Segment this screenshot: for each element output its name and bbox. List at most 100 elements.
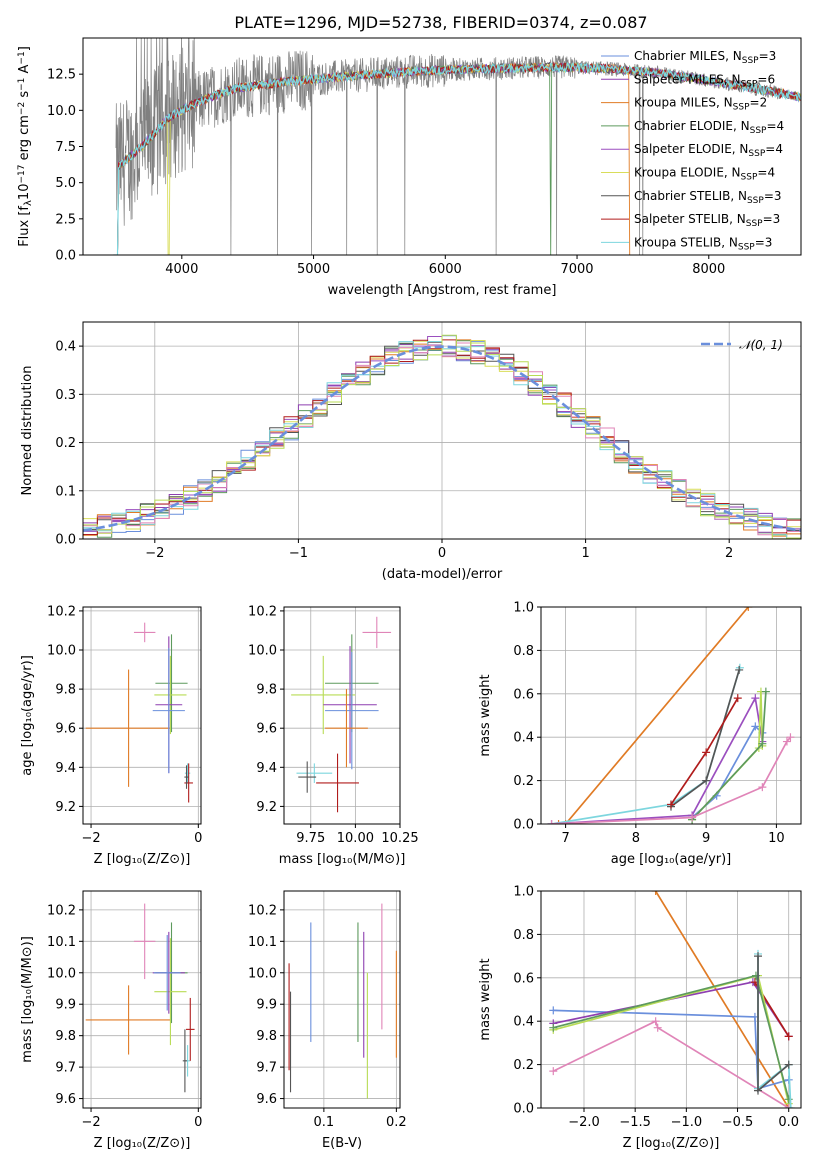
x-tick-label: −2.0 bbox=[568, 1115, 600, 1130]
weight-marker bbox=[547, 820, 556, 824]
y-tick-label: 10.0 bbox=[47, 966, 76, 981]
y-tick-label: 0.0 bbox=[513, 818, 534, 833]
y-tick-label: 10.2 bbox=[248, 604, 277, 619]
x-tick-label: 5000 bbox=[297, 262, 330, 277]
y-tick-label: 9.2 bbox=[55, 800, 76, 815]
legend-entry: Kroupa STELIB, NSSP=3 bbox=[634, 235, 772, 252]
y-tick-label: 9.8 bbox=[55, 683, 76, 698]
y-tick-label: 2.5 bbox=[55, 212, 76, 227]
weight-marker bbox=[784, 1032, 793, 1041]
axes-frame bbox=[540, 890, 802, 1109]
weight-marker bbox=[653, 1023, 662, 1032]
panel-spectrum: Chabrier MILES, NSSP=3 Salpeter MILES, NS… bbox=[17, 37, 802, 298]
weight-marker bbox=[784, 1104, 793, 1108]
weight-marker bbox=[786, 733, 795, 742]
y-tick-label: 9.8 bbox=[256, 1029, 277, 1044]
weight-marker bbox=[554, 820, 563, 824]
axes-frame bbox=[540, 606, 802, 825]
y-tick-label: 0.2 bbox=[513, 1058, 534, 1073]
panel-weight_vs_Z: −2.0 −1.5 −1.0 −0.5 0.0 0.0 0.2 0.4 0.6 0.8 1.0 Z [… bbox=[478, 885, 802, 1151]
axes-frame bbox=[82, 606, 202, 825]
x-tick-label: −0.5 bbox=[722, 1115, 754, 1130]
y-axis-label: Flux [fλ10−17 erg cm−2 s−1 A−1] bbox=[17, 46, 34, 247]
legend-entry: Salpeter STELIB, NSSP=3 bbox=[634, 212, 780, 229]
panel-age_vs_Z: −2 0 9.2 9.4 9.6 9.8 10.0 10.2 Z [log₁₀(Z/Z⊙)] ag… bbox=[20, 604, 202, 867]
y-tick-label: 0.4 bbox=[513, 731, 534, 746]
x-tick-label: −2 bbox=[145, 546, 164, 561]
y-tick-label: 10.2 bbox=[47, 903, 76, 918]
x-tick-label: 0.2 bbox=[386, 1115, 407, 1130]
weight-marker bbox=[651, 1017, 660, 1026]
weight-marker bbox=[735, 665, 744, 674]
panel-age_vs_mass: 9.75 10.00 10.25 9.2 9.4 9.6 9.8 10.0 10.2 mass [… bbox=[248, 604, 419, 867]
x-tick-label: 0 bbox=[194, 1115, 202, 1130]
x-tick-label: 2 bbox=[725, 546, 733, 561]
weight-marker bbox=[784, 1060, 793, 1069]
x-axis-label: Z [log₁₀(Z/Z⊙)] bbox=[94, 1136, 191, 1151]
weight-marker bbox=[702, 776, 711, 785]
x-axis-label: Z [log₁₀(Z/Z⊙)] bbox=[94, 852, 191, 867]
y-tick-label: 9.8 bbox=[55, 1029, 76, 1044]
y-tick-label: 10.2 bbox=[248, 903, 277, 918]
legend-entry: Salpeter ELODIE, NSSP=4 bbox=[634, 142, 783, 159]
panel-residuals: 𝒩(0, 1) −2 −1 0 1 2 0.0 0.1 0.2 0.3 0.4 (data-model… bbox=[20, 321, 802, 582]
weight-series-kroupa_miles bbox=[654, 891, 790, 1108]
y-tick-label: 0.1 bbox=[55, 484, 76, 499]
plot-area bbox=[549, 891, 795, 1108]
y-tick-label: 9.8 bbox=[256, 683, 277, 698]
plot-area bbox=[85, 622, 193, 803]
y-tick-label: 0.8 bbox=[513, 928, 534, 943]
y-tick-label: 1.0 bbox=[513, 885, 534, 900]
weight-marker bbox=[744, 607, 753, 611]
x-axis-label: (data-model)/error bbox=[382, 567, 503, 582]
weight-marker bbox=[782, 737, 791, 746]
x-tick-label: 0.1 bbox=[314, 1115, 335, 1130]
y-tick-label: 0.3 bbox=[55, 388, 76, 403]
legend-entry: Chabrier MILES, NSSP=3 bbox=[634, 49, 776, 66]
y-tick-label: 10.0 bbox=[248, 644, 277, 659]
y-tick-label: 10.0 bbox=[47, 644, 76, 659]
x-tick-label: 8000 bbox=[692, 262, 725, 277]
legend-entry: Kroupa MILES, NSSP=2 bbox=[634, 96, 767, 113]
y-tick-label: 5.0 bbox=[55, 176, 76, 191]
panel-mass_vs_Z: −2 0 9.6 9.7 9.8 9.9 10.0 10.1 10.2 Z [log₁₀(Z/Z⊙… bbox=[20, 890, 202, 1151]
y-tick-label: 10.1 bbox=[47, 935, 76, 950]
x-tick-label: 6000 bbox=[429, 262, 462, 277]
legend-entry: Salpeter MILES, NSSP=6 bbox=[634, 72, 775, 89]
y-tick-label: 12.5 bbox=[47, 68, 76, 83]
axes-frame bbox=[82, 890, 202, 1109]
weight-marker bbox=[751, 722, 760, 731]
x-tick-label: −1.0 bbox=[671, 1115, 703, 1130]
y-tick-label: 9.2 bbox=[256, 800, 277, 815]
x-tick-label: −1 bbox=[289, 546, 308, 561]
weight-marker bbox=[549, 1006, 558, 1015]
x-tick-label: 0 bbox=[194, 831, 202, 846]
y-tick-label: 0.0 bbox=[513, 1102, 534, 1117]
panel-weight_vs_age: 7 8 9 10 0.0 0.2 0.4 0.6 0.8 1.0 age [log₁₀(age/yr… bbox=[478, 601, 802, 867]
axes-frame bbox=[283, 890, 401, 1109]
y-tick-label: 9.4 bbox=[55, 761, 76, 776]
x-tick-label: 0 bbox=[438, 546, 446, 561]
x-tick-label: 7 bbox=[561, 831, 569, 846]
y-tick-label: 0.6 bbox=[513, 971, 534, 986]
plot-area bbox=[291, 616, 392, 813]
weight-marker bbox=[549, 1023, 558, 1032]
axes-frame bbox=[283, 606, 401, 825]
x-tick-label: 10 bbox=[768, 831, 785, 846]
y-tick-label: 9.6 bbox=[55, 722, 76, 737]
y-tick-label: 9.6 bbox=[55, 1092, 76, 1107]
y-tick-label: 9.7 bbox=[55, 1061, 76, 1076]
weight-marker bbox=[651, 891, 660, 895]
y-tick-label: 9.7 bbox=[256, 1061, 277, 1076]
y-tick-label: 0.4 bbox=[55, 340, 76, 355]
y-tick-label: 10.0 bbox=[248, 966, 277, 981]
weight-series-chabrier_miles bbox=[553, 1009, 789, 1090]
y-tick-label: 9.9 bbox=[256, 998, 277, 1013]
weight-series-chabrier_elodie bbox=[553, 974, 790, 1100]
weight-series-lime bbox=[553, 974, 790, 1104]
weight-series-chabrier_miles bbox=[691, 725, 763, 819]
y-axis-label: mass [log₁₀(M/M⊙)] bbox=[20, 936, 35, 1063]
plot-area bbox=[547, 607, 795, 824]
legend-entry: 𝒩(0, 1) bbox=[739, 338, 783, 352]
